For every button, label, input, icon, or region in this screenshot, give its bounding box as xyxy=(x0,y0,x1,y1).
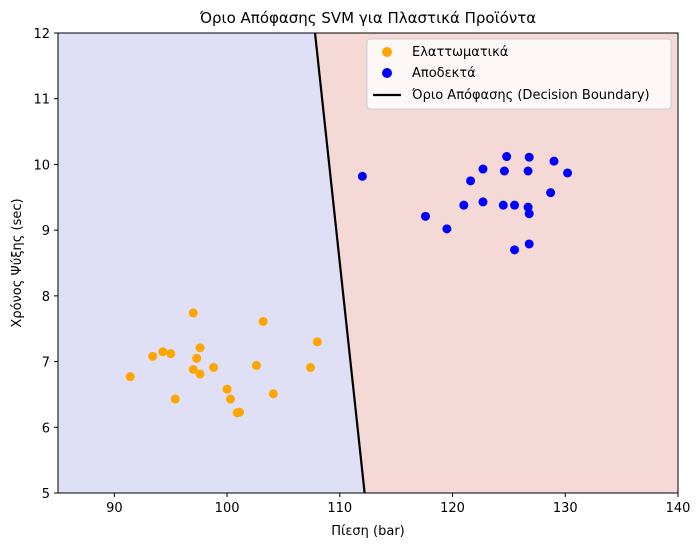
point-accepted xyxy=(510,200,520,210)
point-accepted xyxy=(420,211,430,221)
class-region-defective xyxy=(58,33,365,493)
point-defective xyxy=(234,407,244,417)
legend-label-boundary: Όριο Απόφασης (Decision Boundary) xyxy=(411,88,650,103)
point-accepted xyxy=(499,166,509,176)
y-tick-label: 6 xyxy=(42,421,50,436)
point-accepted xyxy=(563,168,573,178)
point-defective xyxy=(158,347,168,357)
point-defective xyxy=(209,362,219,372)
legend-label-defective: Ελαττωματικά xyxy=(412,45,508,60)
scatter-points xyxy=(125,152,573,418)
y-axis-label: Χρόνος Ψύξης (sec) xyxy=(10,198,25,327)
point-defective xyxy=(188,364,198,374)
point-defective xyxy=(188,308,198,318)
point-defective xyxy=(306,362,316,372)
point-accepted xyxy=(549,156,559,166)
point-defective xyxy=(148,351,158,361)
point-defective xyxy=(225,394,235,404)
point-accepted xyxy=(523,166,533,176)
x-tick-label: 100 xyxy=(215,501,240,516)
x-tick-label: 110 xyxy=(327,501,352,516)
point-defective xyxy=(312,337,322,347)
point-accepted xyxy=(524,239,534,249)
y-tick-label: 8 xyxy=(42,290,50,305)
point-defective xyxy=(268,389,278,399)
point-accepted xyxy=(498,200,508,210)
point-defective xyxy=(170,394,180,404)
x-tick-label: 140 xyxy=(666,501,691,516)
y-tick-label: 9 xyxy=(42,224,50,239)
decision-boundary-line xyxy=(313,32,366,494)
plot-area-frame xyxy=(57,32,679,494)
point-accepted xyxy=(524,152,534,162)
point-defective xyxy=(222,384,232,394)
y-tick-label: 11 xyxy=(33,93,50,108)
point-accepted xyxy=(357,171,367,181)
point-accepted xyxy=(502,152,512,162)
point-accepted xyxy=(524,209,534,219)
x-tick-label: 90 xyxy=(106,501,123,516)
point-defective xyxy=(125,372,135,382)
x-tick-label: 120 xyxy=(440,501,465,516)
point-accepted xyxy=(459,200,469,210)
legend-marker-defective xyxy=(382,47,392,57)
legend: Ελαττωματικά Αποδεκτά Όριο Απόφασης (Dec… xyxy=(366,38,672,110)
x-axis-ticks: 90 100 110 120 130 140 xyxy=(106,493,690,516)
x-axis-label: Πίεση (bar) xyxy=(331,524,405,539)
point-accepted xyxy=(478,164,488,174)
legend-label-accepted: Αποδεκτά xyxy=(412,66,476,81)
point-accepted xyxy=(510,245,520,255)
point-defective xyxy=(166,349,176,359)
y-tick-label: 7 xyxy=(42,356,50,371)
point-defective xyxy=(192,353,202,363)
legend-box xyxy=(366,38,672,110)
point-defective xyxy=(258,316,268,326)
point-accepted xyxy=(442,224,452,234)
point-defective xyxy=(195,369,205,379)
y-axis-ticks: 5 6 7 8 9 10 11 12 xyxy=(33,27,58,502)
point-defective xyxy=(195,343,205,353)
x-tick-label: 130 xyxy=(553,501,578,516)
y-tick-label: 10 xyxy=(33,158,50,173)
class-region-accepted xyxy=(315,33,678,493)
legend-marker-accepted xyxy=(382,68,392,78)
chart-title: Όριο Απόφασης SVM για Πλαστικά Προϊόντα xyxy=(199,9,536,27)
y-tick-label: 12 xyxy=(33,27,50,42)
point-accepted xyxy=(478,197,488,207)
y-tick-label: 5 xyxy=(42,487,50,502)
point-accepted xyxy=(546,188,556,198)
point-defective xyxy=(251,361,261,371)
point-accepted xyxy=(466,176,476,186)
